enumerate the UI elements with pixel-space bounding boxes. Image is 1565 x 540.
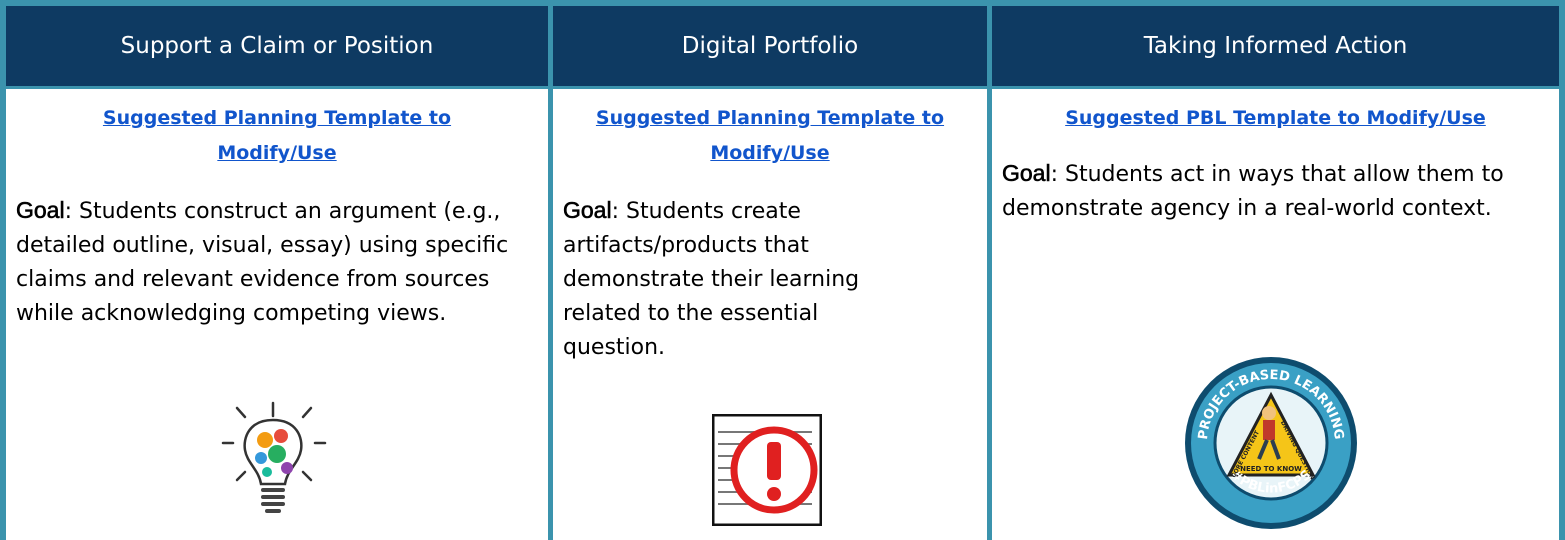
column-cell: Suggested PBL Template to Modify/Use Goa… bbox=[992, 89, 1559, 540]
goal-text: : Students construct an argument (e.g., … bbox=[16, 199, 509, 326]
goal-label: Goal bbox=[16, 197, 65, 224]
column-divider bbox=[987, 6, 992, 540]
goal: Goal: Students construct an argument (e.… bbox=[14, 193, 536, 331]
column-header: Support a Claim or Position bbox=[6, 6, 548, 86]
exclamation-icon bbox=[712, 414, 822, 526]
template-link[interactable]: Suggested Planning Template to Modify/Us… bbox=[595, 107, 945, 164]
goal-text: : Students create artifacts/products tha… bbox=[563, 199, 860, 360]
goal: Goal: Students create artifacts/products… bbox=[561, 193, 881, 365]
column-divider bbox=[548, 6, 553, 540]
column-header: Taking Informed Action bbox=[992, 6, 1559, 86]
goal: Goal: Students act in ways that allow th… bbox=[1000, 156, 1557, 226]
badge-base: NEED TO KNOW bbox=[1240, 465, 1302, 473]
header-border bbox=[6, 86, 1559, 89]
template-link[interactable]: Suggested Planning Template to Modify/Us… bbox=[102, 107, 452, 164]
pbl-badge: PROJECT-BASED LEARNING #PBLinFCPS CORE C… bbox=[1185, 357, 1357, 529]
column-cell: Suggested Planning Template to Modify/Us… bbox=[6, 89, 548, 540]
lightbulb-icon bbox=[221, 401, 327, 513]
goal-label: Goal bbox=[563, 197, 612, 224]
goal-text: : Students act in ways that allow them t… bbox=[1002, 162, 1504, 221]
column-header: Digital Portfolio bbox=[553, 6, 987, 86]
goal-label: Goal bbox=[1002, 160, 1051, 187]
column-cell: Suggested Planning Template to Modify/Us… bbox=[553, 89, 987, 540]
hiker bbox=[1257, 406, 1281, 460]
template-link[interactable]: Suggested PBL Template to Modify/Use bbox=[1065, 107, 1486, 129]
